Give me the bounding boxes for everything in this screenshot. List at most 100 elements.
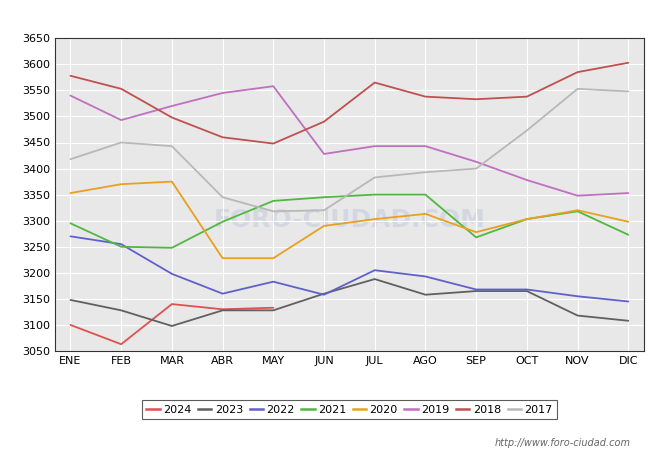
Line: 2019: 2019 <box>70 86 629 196</box>
2020 <box>269 256 277 261</box>
2022 <box>422 274 430 279</box>
2024 <box>168 302 176 307</box>
2023 <box>523 288 531 294</box>
2019 <box>422 144 430 149</box>
2021 <box>320 194 328 200</box>
2021 <box>66 220 74 226</box>
Line: 2024: 2024 <box>70 304 273 344</box>
2022 <box>168 271 176 277</box>
Text: Afiliados en Reinosa a 31/5/2024: Afiliados en Reinosa a 31/5/2024 <box>188 8 462 26</box>
2018 <box>523 94 531 99</box>
Legend: 2024, 2023, 2022, 2021, 2020, 2019, 2018, 2017: 2024, 2023, 2022, 2021, 2020, 2019, 2018… <box>142 400 557 419</box>
2018 <box>269 141 277 146</box>
2022 <box>269 279 277 284</box>
Line: 2022: 2022 <box>70 236 629 302</box>
2018 <box>473 97 480 102</box>
2019 <box>625 190 632 196</box>
2021 <box>523 216 531 222</box>
2020 <box>320 223 328 229</box>
2017 <box>269 209 277 214</box>
2017 <box>320 207 328 213</box>
2022 <box>523 287 531 292</box>
2017 <box>218 194 226 200</box>
2024 <box>66 322 74 328</box>
2018 <box>117 86 125 91</box>
2017 <box>371 175 379 180</box>
2019 <box>66 93 74 98</box>
2024 <box>117 342 125 347</box>
2017 <box>66 157 74 162</box>
Line: 2021: 2021 <box>70 194 629 248</box>
2017 <box>625 89 632 94</box>
2019 <box>523 177 531 183</box>
2021 <box>269 198 277 203</box>
2017 <box>168 144 176 149</box>
2023 <box>574 313 582 318</box>
2023 <box>371 276 379 282</box>
Line: 2018: 2018 <box>70 63 629 144</box>
2024 <box>218 306 226 312</box>
2020 <box>168 179 176 184</box>
2017 <box>422 170 430 175</box>
2022 <box>320 292 328 297</box>
2018 <box>422 94 430 99</box>
Line: 2023: 2023 <box>70 279 629 326</box>
2022 <box>218 291 226 297</box>
2019 <box>117 117 125 123</box>
2022 <box>66 234 74 239</box>
2023 <box>473 288 480 294</box>
2023 <box>66 297 74 302</box>
2020 <box>66 190 74 196</box>
2021 <box>218 219 226 225</box>
Line: 2017: 2017 <box>70 89 629 212</box>
2020 <box>574 207 582 213</box>
2022 <box>625 299 632 304</box>
2021 <box>117 244 125 249</box>
2017 <box>574 86 582 91</box>
2022 <box>574 293 582 299</box>
2021 <box>574 209 582 214</box>
2021 <box>168 245 176 251</box>
2020 <box>371 216 379 222</box>
2020 <box>625 219 632 225</box>
2019 <box>574 193 582 198</box>
2022 <box>473 287 480 292</box>
Line: 2020: 2020 <box>70 182 629 258</box>
2023 <box>117 308 125 313</box>
2019 <box>269 84 277 89</box>
2022 <box>371 267 379 273</box>
2017 <box>473 166 480 171</box>
2019 <box>371 144 379 149</box>
2020 <box>117 181 125 187</box>
2018 <box>218 135 226 140</box>
2019 <box>218 90 226 96</box>
2020 <box>473 230 480 235</box>
2018 <box>168 115 176 120</box>
2021 <box>371 192 379 197</box>
Text: http://www.foro-ciudad.com: http://www.foro-ciudad.com <box>495 438 630 448</box>
2019 <box>320 151 328 157</box>
2018 <box>371 80 379 85</box>
2023 <box>218 308 226 313</box>
2023 <box>168 323 176 328</box>
2023 <box>422 292 430 297</box>
2024 <box>269 305 277 310</box>
2022 <box>117 242 125 247</box>
2023 <box>320 291 328 297</box>
2018 <box>66 73 74 78</box>
2019 <box>168 104 176 109</box>
2018 <box>320 119 328 124</box>
2020 <box>523 216 531 222</box>
2020 <box>218 256 226 261</box>
2018 <box>625 60 632 65</box>
2023 <box>269 308 277 313</box>
2021 <box>473 234 480 240</box>
2019 <box>473 159 480 165</box>
2017 <box>117 140 125 145</box>
2017 <box>523 128 531 133</box>
2021 <box>625 232 632 238</box>
2018 <box>574 69 582 75</box>
2020 <box>422 211 430 216</box>
Text: FORO-CIUDAD.COM: FORO-CIUDAD.COM <box>213 207 486 232</box>
2021 <box>422 192 430 197</box>
